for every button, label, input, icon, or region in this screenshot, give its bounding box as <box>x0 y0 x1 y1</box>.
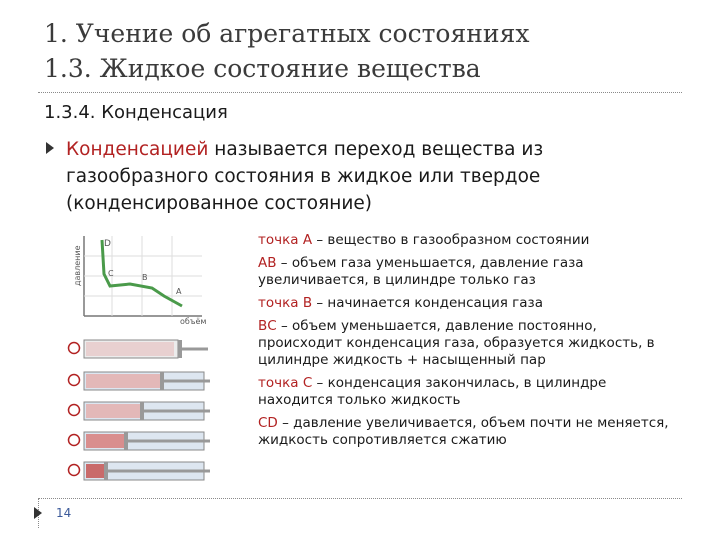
note-point-b: точка В – начинается конденсация газа <box>258 295 543 311</box>
cylinder-2 <box>67 371 210 391</box>
cylinder-1 <box>67 339 208 359</box>
page-arrow-icon <box>34 507 42 519</box>
definition-text: называется переход вещества из газообраз… <box>66 139 544 214</box>
note-segment-cd: СD – давление увеличивается, объем почти… <box>258 415 669 448</box>
title-line-1: 1. Учение об агрегатных состояниях <box>44 19 530 48</box>
page-number: 14 <box>56 506 72 520</box>
footer-divider <box>38 498 682 499</box>
definition-term: Конденсацией <box>66 139 209 160</box>
point-c-label: C <box>108 269 114 278</box>
note-point-a: точка А – вещество в газообразном состоя… <box>258 232 590 248</box>
slide-title: 1. Учение об агрегатных состояниях 1.3. … <box>44 16 529 86</box>
point-b-label: B <box>142 273 148 282</box>
condensation-figure: давление объём D C B A <box>67 236 210 481</box>
bullet-arrow-icon <box>46 142 54 154</box>
notes-list: точка А – вещество в газообразном состоя… <box>258 232 678 455</box>
point-a-label: A <box>176 287 182 296</box>
y-axis-label: давление <box>73 245 82 286</box>
definition-bullet: Конденсацией называется переход вещества… <box>66 136 626 217</box>
x-axis-label: объём <box>180 317 206 326</box>
title-line-2: 1.3. Жидкое состояние вещества <box>44 54 481 83</box>
isotherm-curve <box>100 239 183 308</box>
cylinder-3 <box>67 401 210 421</box>
note-segment-ab: АВ – объем газа уменьшается, давление га… <box>258 255 584 288</box>
point-d-label: D <box>104 239 111 249</box>
note-segment-bc: ВС – объем уменьшается, давление постоян… <box>258 318 655 368</box>
cylinder-4 <box>67 431 210 451</box>
subheading: 1.3.4. Конденсация <box>44 102 228 123</box>
cylinder-5 <box>67 461 210 481</box>
note-point-c: точка С – конденсация закончилась, в цил… <box>258 375 607 408</box>
title-divider <box>38 92 682 93</box>
